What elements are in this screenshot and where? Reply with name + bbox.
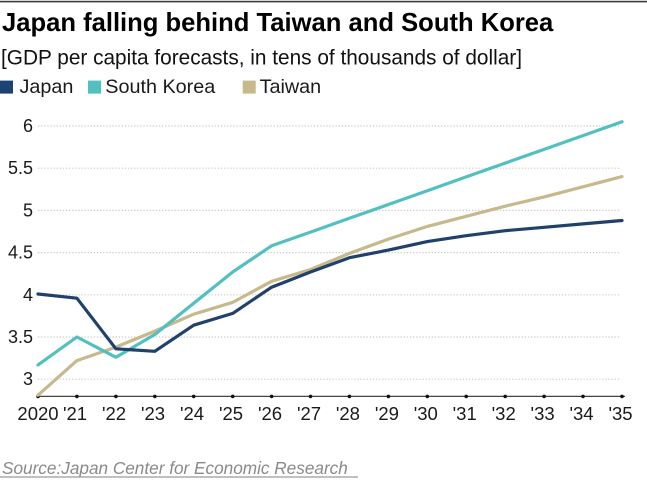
svg-text:'26: '26 [258, 403, 282, 424]
svg-text:Source:Japan Center for Econom: Source:Japan Center for Economic Researc… [2, 458, 348, 478]
svg-text:'34: '34 [569, 403, 593, 424]
svg-text:'22: '22 [102, 403, 126, 424]
svg-text:5.5: 5.5 [8, 158, 33, 178]
svg-text:4.5: 4.5 [8, 243, 33, 263]
svg-text:2020: 2020 [17, 403, 58, 424]
svg-text:South Korea: South Korea [105, 76, 215, 98]
svg-text:'33: '33 [531, 403, 555, 424]
svg-text:5: 5 [23, 200, 33, 220]
svg-text:3.5: 3.5 [8, 327, 33, 347]
svg-text:4: 4 [23, 285, 33, 305]
svg-text:'31: '31 [453, 403, 477, 424]
svg-text:'29: '29 [375, 403, 399, 424]
svg-text:'25: '25 [219, 403, 243, 424]
svg-text:Japan falling behind Taiwan an: Japan falling behind Taiwan and South Ko… [2, 9, 554, 37]
svg-text:'28: '28 [336, 403, 360, 424]
svg-text:'35: '35 [608, 403, 632, 424]
svg-text:'32: '32 [492, 403, 516, 424]
svg-text:Japan: Japan [20, 76, 74, 98]
svg-text:3: 3 [23, 369, 33, 389]
svg-text:[GDP per capita forecasts, in: [GDP per capita forecasts, in tens of th… [1, 47, 522, 70]
svg-text:'30: '30 [414, 403, 438, 424]
svg-text:Taiwan: Taiwan [260, 76, 322, 98]
svg-text:'24: '24 [180, 403, 204, 424]
svg-text:'27: '27 [297, 403, 321, 424]
svg-text:'23: '23 [141, 403, 165, 424]
svg-text:6: 6 [23, 116, 33, 136]
svg-text:'21: '21 [63, 403, 87, 424]
